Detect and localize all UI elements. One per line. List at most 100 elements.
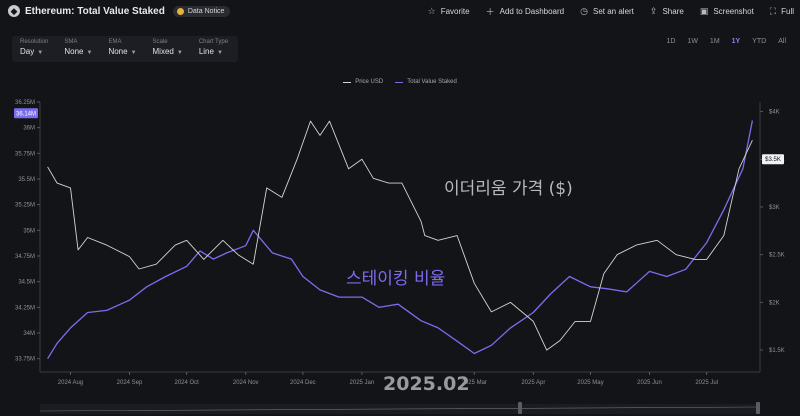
chevron-down-icon: ▼ xyxy=(130,50,137,56)
range-1m[interactable]: 1M xyxy=(709,38,720,45)
favorite-button[interactable]: ☆ Favorite xyxy=(428,6,470,17)
favorite-label: Favorite xyxy=(440,6,470,16)
chart-type-value: Line xyxy=(198,47,214,56)
x-tick-label: 2024 Nov xyxy=(233,380,259,386)
full-label: Full xyxy=(781,6,794,16)
left-tick-label: 34.75M xyxy=(15,254,35,260)
range-all[interactable]: All xyxy=(778,38,786,45)
page-title: Ethereum: Total Value Staked xyxy=(25,5,165,17)
left-current-label: 36.14M xyxy=(16,111,36,117)
ema-select[interactable]: EMA None ▼ xyxy=(100,36,144,62)
top-bar: ◆ Ethereum: Total Value Staked Data Noti… xyxy=(0,0,800,22)
x-tick-label: 2025 Jul xyxy=(695,380,718,386)
left-tick-label: 35.25M xyxy=(15,203,35,209)
range-1d[interactable]: 1D xyxy=(666,38,676,45)
screenshot-button[interactable]: ▣ Screenshot xyxy=(700,6,754,17)
chevron-down-icon: ▼ xyxy=(86,50,93,56)
screenshot-label: Screenshot xyxy=(713,6,754,16)
left-tick-label: 35.5M xyxy=(18,177,35,183)
sma-value: None xyxy=(64,47,84,56)
data-notice-badge[interactable]: Data Notice xyxy=(172,5,231,17)
right-tick-label: $2K xyxy=(769,300,780,306)
range-1w[interactable]: 1W xyxy=(687,38,698,45)
right-current-badge xyxy=(762,154,784,165)
sma-select[interactable]: SMA None ▼ xyxy=(56,36,100,62)
ema-value: None xyxy=(108,47,128,56)
sma-label: SMA xyxy=(64,39,78,45)
left-current-badge xyxy=(14,108,38,119)
legend-staked[interactable]: Total Value Staked xyxy=(395,79,457,85)
plus-icon: ＋ xyxy=(485,6,495,17)
left-tick-label: 33.75M xyxy=(15,357,35,363)
right-tick-label: $2.5K xyxy=(769,253,785,259)
range-selector: 1D 1W 1M 1Y YTD All xyxy=(660,36,792,50)
chart-legend: Price USD Total Value Staked xyxy=(0,79,800,85)
ethereum-icon: ◆ xyxy=(8,5,20,17)
x-tick-label: 2024 Dec xyxy=(290,380,316,386)
star-icon: ☆ xyxy=(427,5,436,16)
x-tick-label: 2025 Apr xyxy=(521,380,545,386)
right-current-label: $3.5K xyxy=(765,157,781,163)
range-1y[interactable]: 1Y xyxy=(731,38,741,45)
left-tick-label: 34.5M xyxy=(18,280,35,286)
expand-icon: ⛶ xyxy=(769,5,777,16)
add-to-dashboard-label: Add to Dashboard xyxy=(499,6,565,16)
resolution-value: Day xyxy=(20,47,35,56)
right-tick-label: $1.5K xyxy=(769,348,785,354)
data-notice-label: Data Notice xyxy=(187,7,225,15)
x-tick-label: 2024 Sep xyxy=(117,380,143,386)
chart-type-select[interactable]: Chart Type Line ▼ xyxy=(191,36,236,62)
scale-select[interactable]: Scale Mixed ▼ xyxy=(145,36,191,62)
x-tick-label: 2025 Mar xyxy=(462,380,487,386)
staked-overlay-label: 스테이킹 비율 xyxy=(346,269,446,289)
resolution-label: Resolution xyxy=(20,39,49,45)
header-actions: ☆ Favorite ＋ Add to Dashboard ◷ Set an aler… xyxy=(412,0,794,22)
chevron-down-icon: ▼ xyxy=(216,50,223,56)
right-tick-label: $4K xyxy=(769,110,780,116)
chart-controls: Resolution Day ▼ SMA None ▼ EMA None ▼ Scal… xyxy=(12,36,238,62)
clock-icon: ◷ xyxy=(580,5,588,16)
legend-price[interactable]: Price USD xyxy=(343,79,383,85)
share-label: Share xyxy=(662,6,684,16)
legend-staked-swatch xyxy=(395,81,404,83)
navigator-handle-right xyxy=(756,402,760,414)
legend-price-label: Price USD xyxy=(355,79,384,85)
share-button[interactable]: ⇪ Share xyxy=(650,6,684,17)
price-overlay-label: 이더리움 가격 ($) xyxy=(444,179,573,199)
add-to-dashboard-button[interactable]: ＋ Add to Dashboard xyxy=(486,5,565,18)
share-icon: ⇪ xyxy=(649,5,658,16)
range-ytd[interactable]: YTD xyxy=(752,38,767,45)
full-button[interactable]: ⛶ Full xyxy=(770,6,794,17)
scale-value: Mixed xyxy=(152,47,174,56)
chart-type-label: Chart Type xyxy=(198,39,229,45)
navigator-line xyxy=(39,406,761,412)
camera-icon: ▣ xyxy=(699,5,709,16)
scale-label: Scale xyxy=(152,39,168,45)
set-alert-button[interactable]: ◷ Set an alert xyxy=(580,6,634,17)
ema-label: EMA xyxy=(108,39,122,45)
date-overlay-label: 2025.02 xyxy=(383,373,470,395)
legend-staked-label: Total Value Staked xyxy=(407,79,457,85)
title-area: ◆ Ethereum: Total Value Staked Data Noti… xyxy=(0,5,231,17)
left-tick-label: 35M xyxy=(23,228,35,234)
left-tick-label: 36.25M xyxy=(15,100,35,106)
left-tick-label: 34M xyxy=(23,331,35,337)
staked-series-line xyxy=(47,120,754,360)
x-tick-label: 2025 Jun xyxy=(637,380,662,386)
navigator-handle-left xyxy=(518,402,522,414)
right-tick-label: $3K xyxy=(769,205,780,211)
set-alert-label: Set an alert xyxy=(592,6,634,16)
warning-dot-icon xyxy=(176,7,184,15)
x-tick-label: 2024 Oct xyxy=(174,380,199,386)
x-tick-label: 2025 May xyxy=(577,380,603,386)
left-tick-label: 35.75M xyxy=(15,151,35,157)
left-tick-label: 36M xyxy=(23,126,35,132)
price-series-line xyxy=(47,120,753,351)
x-tick-label: 2024 Aug xyxy=(58,380,83,386)
chevron-down-icon: ▼ xyxy=(176,50,183,56)
legend-price-swatch xyxy=(343,81,352,83)
left-tick-label: 34.25M xyxy=(15,305,35,311)
resolution-select[interactable]: Resolution Day ▼ xyxy=(12,36,56,62)
chevron-down-icon: ▼ xyxy=(37,50,44,56)
